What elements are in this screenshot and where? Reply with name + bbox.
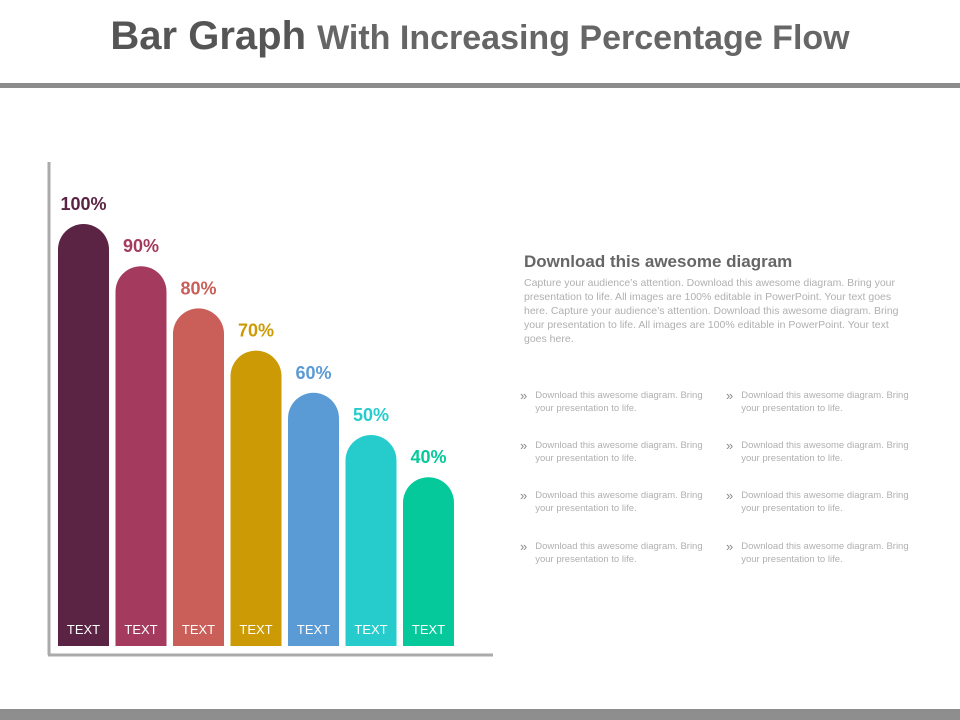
description-title: Download this awesome diagram — [524, 252, 793, 271]
bullet-text: Download this awesome diagram. Bring you… — [741, 440, 909, 464]
double-chevron-right-icon: » — [520, 388, 528, 403]
bullet-text: Download this awesome diagram. Bring you… — [741, 490, 909, 514]
bar — [115, 266, 167, 646]
bullet-text: Download this awesome diagram. Bring you… — [535, 541, 703, 565]
bar-value-label: 80% — [180, 278, 216, 298]
double-chevron-right-icon: » — [520, 539, 528, 554]
bullet-item: » Download this awesome diagram. Bring yo… — [520, 439, 710, 465]
bar-category-label: TEXT — [182, 622, 215, 637]
bar — [345, 435, 397, 646]
bullet-item: » Download this awesome diagram. Bring yo… — [726, 389, 916, 415]
bar-value-label: 70% — [238, 321, 274, 341]
description-body: Capture your audience’s attention. Downl… — [524, 277, 899, 345]
bullet-item: » Download this awesome diagram. Bring yo… — [726, 489, 916, 515]
double-chevron-right-icon: » — [726, 438, 734, 453]
double-chevron-right-icon: » — [520, 488, 528, 503]
page-title: Bar Graph With Increasing Percentage Flo… — [0, 14, 960, 59]
bullet-item: » Download this awesome diagram. Bring yo… — [520, 489, 710, 515]
bullet-text: Download this awesome diagram. Bring you… — [535, 390, 703, 414]
double-chevron-right-icon: » — [726, 539, 734, 554]
bar — [230, 350, 282, 646]
bullet-text: Download this awesome diagram. Bring you… — [741, 390, 909, 414]
title-rest: With Increasing Percentage Flow — [317, 19, 850, 57]
title-lead: Bar Graph — [110, 14, 306, 58]
bar-value-label: 60% — [295, 363, 331, 383]
bar-value-label: 100% — [60, 194, 106, 214]
bullet-item: » Download this awesome diagram. Bring yo… — [520, 540, 710, 566]
bar-value-label: 50% — [353, 405, 389, 425]
bar — [288, 392, 339, 646]
bar-value-label: 40% — [410, 447, 446, 467]
bullet-item: » Download this awesome diagram. Bring yo… — [520, 389, 710, 415]
bar — [173, 308, 224, 646]
bullet-text: Download this awesome diagram. Bring you… — [535, 490, 703, 514]
bar-category-label: TEXT — [67, 622, 100, 637]
footer-divider — [0, 709, 960, 720]
bar-category-label: TEXT — [124, 622, 157, 637]
bullet-text: Download this awesome diagram. Bring you… — [741, 541, 909, 565]
double-chevron-right-icon: » — [726, 488, 734, 503]
bar-category-label: TEXT — [239, 622, 272, 637]
bar-category-label: TEXT — [297, 622, 330, 637]
bar-category-label: TEXT — [354, 622, 387, 637]
bar-chart: 100% TEXT 90% TEXT 80% TEXT 70% TEXT 60% TEXT 50% T… — [47, 162, 493, 657]
bar — [58, 224, 109, 647]
bar — [403, 477, 454, 646]
header-divider — [0, 83, 960, 88]
double-chevron-right-icon: » — [726, 388, 734, 403]
bar-value-label: 90% — [123, 236, 159, 256]
double-chevron-right-icon: » — [520, 438, 528, 453]
bar-category-label: TEXT — [412, 622, 445, 637]
bullet-item: » Download this awesome diagram. Bring yo… — [726, 439, 916, 465]
bullet-text: Download this awesome diagram. Bring you… — [535, 440, 703, 464]
bullet-item: » Download this awesome diagram. Bring yo… — [726, 540, 916, 566]
